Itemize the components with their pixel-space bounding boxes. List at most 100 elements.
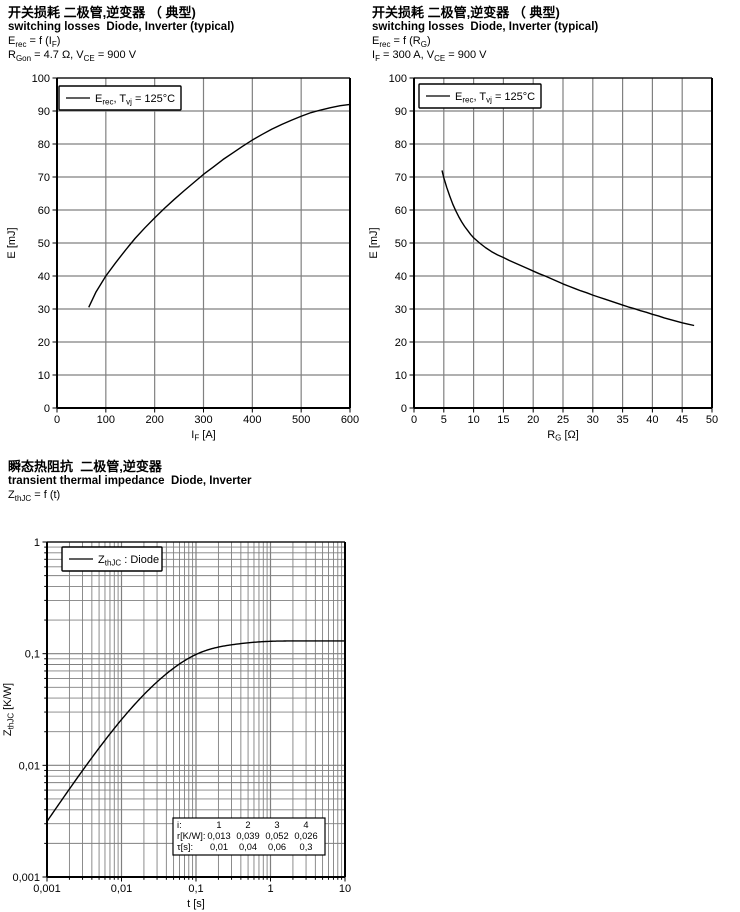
svg-text:0,001: 0,001 [12, 872, 40, 884]
svg-text:60: 60 [395, 205, 407, 217]
header-erec-vs-if: 开关损耗 二极管,逆变器 （ 典型) switching losses Diod… [8, 5, 366, 63]
svg-text:10: 10 [38, 370, 50, 382]
svg-text:0,001: 0,001 [33, 883, 61, 895]
svg-text:50: 50 [395, 238, 407, 250]
svg-text:600: 600 [341, 414, 359, 426]
x-axis-label: RG [Ω] [547, 429, 579, 443]
chart-title-cn: 开关损耗 二极管,逆变器 （ 典型) [8, 5, 196, 20]
legend: Erec, Tvj = 125°C [58, 85, 182, 111]
y-axis-label: E [mJ] [6, 227, 18, 258]
y-axis-label: E [mJ] [368, 227, 380, 258]
svg-text:15: 15 [497, 414, 509, 426]
tick-marks [52, 77, 351, 413]
table-cell: 0,06 [268, 842, 286, 852]
tick-marks [42, 541, 346, 882]
table-row-label: r[K/W]: [177, 831, 205, 841]
x-axis-label: IF [A] [191, 429, 215, 443]
svg-text:0: 0 [411, 414, 417, 426]
table-row-label: i: [177, 820, 182, 830]
chart-title-en: switching losses Diode, Inverter (typica… [8, 21, 235, 33]
chart-erec-vs-rg: 0 5 10 15 20 25 30 35 40 45 50 0 10 20 30 40 50 60 70 80 90 1… [368, 73, 718, 443]
svg-text:90: 90 [38, 106, 50, 118]
svg-text:80: 80 [395, 139, 407, 151]
svg-text:20: 20 [395, 337, 407, 349]
svg-text:300: 300 [194, 414, 212, 426]
legend: ZthJC : Diode [61, 546, 163, 572]
svg-text:500: 500 [292, 414, 310, 426]
svg-text:0,01: 0,01 [111, 883, 132, 895]
svg-text:0: 0 [44, 403, 50, 415]
svg-text:50: 50 [706, 414, 718, 426]
chart-title-cn: 开关损耗 二极管,逆变器 （ 典型) [372, 5, 560, 20]
svg-text:50: 50 [38, 238, 50, 250]
svg-text:20: 20 [38, 337, 50, 349]
chart-title-en: transient thermal impedance Diode, Inver… [8, 475, 252, 487]
table-cell: 0,013 [207, 831, 230, 841]
chart-erec-vs-if: 0 100 200 300 400 500 600 0 10 20 30 40 50 60 70 80 90 10… [6, 73, 359, 443]
svg-text:0: 0 [54, 414, 60, 426]
svg-text:5: 5 [441, 414, 447, 426]
svg-text:20: 20 [527, 414, 539, 426]
legend-label: Erec, Tvj = 125°C [95, 93, 175, 107]
table-cell: 1 [216, 820, 221, 830]
rc-parameter-table: i: 1 2 3 4 r[K/W]: 0,013 0,039 0,052 0,026 τ[s]: 0,… [172, 817, 326, 856]
chart-conditions: IF = 300 A, VCE = 900 V [372, 49, 487, 64]
chart-title-cn: 瞬态热阻抗 二极管,逆变器 [8, 459, 162, 474]
svg-text:200: 200 [145, 414, 163, 426]
legend-label: Erec, Tvj = 125°C [455, 91, 535, 105]
svg-text:25: 25 [557, 414, 569, 426]
table-cell: 0,039 [236, 831, 259, 841]
svg-text:30: 30 [587, 414, 599, 426]
svg-text:0,01: 0,01 [19, 760, 40, 772]
svg-text:100: 100 [32, 73, 50, 85]
svg-text:90: 90 [395, 106, 407, 118]
svg-text:40: 40 [38, 271, 50, 283]
svg-text:10: 10 [339, 883, 351, 895]
legend: Erec, Tvj = 125°C [418, 83, 542, 109]
table-cell: 0,052 [265, 831, 288, 841]
svg-text:0,1: 0,1 [188, 883, 203, 895]
table-cell: 3 [274, 820, 279, 830]
svg-text:40: 40 [395, 271, 407, 283]
header-erec-vs-rg: 开关损耗 二极管,逆变器 （ 典型) switching losses Diod… [372, 5, 730, 64]
svg-text:0,1: 0,1 [25, 649, 40, 661]
x-tick-labels: 0 5 10 15 20 25 30 35 40 45 50 [411, 414, 718, 426]
svg-text:1: 1 [267, 883, 273, 895]
svg-text:1: 1 [34, 537, 40, 549]
chart-zthjc: 0,001 0,01 0,1 1 10 0,001 0,01 0,1 1 t [s] ZthJC [… [2, 537, 351, 910]
table-cell: 4 [303, 820, 308, 830]
svg-text:100: 100 [97, 414, 115, 426]
chart-formula: Erec = f (IF) [8, 35, 61, 50]
y-tick-labels: 0 10 20 30 40 50 60 70 80 90 100 [32, 73, 50, 415]
data-curve [46, 640, 345, 822]
svg-text:40: 40 [646, 414, 658, 426]
svg-text:10: 10 [395, 370, 407, 382]
y-axis-label: ZthJC [K/W] [2, 683, 16, 736]
svg-text:80: 80 [38, 139, 50, 151]
svg-text:400: 400 [243, 414, 261, 426]
svg-text:35: 35 [616, 414, 628, 426]
svg-text:100: 100 [389, 73, 407, 85]
table-row-label: τ[s]: [177, 842, 193, 852]
x-tick-labels: 0,001 0,01 0,1 1 10 [33, 883, 351, 895]
x-tick-labels: 0 100 200 300 400 500 600 [54, 414, 359, 426]
grid [56, 77, 351, 409]
header-zthjc: 瞬态热阻抗 二极管,逆变器 transient thermal impedanc… [8, 459, 366, 503]
chart-formula: Erec = f (RG) [372, 35, 431, 50]
data-curve [441, 170, 695, 327]
svg-text:70: 70 [395, 172, 407, 184]
svg-text:30: 30 [395, 304, 407, 316]
svg-text:60: 60 [38, 205, 50, 217]
table-cell: 0,026 [294, 831, 317, 841]
svg-text:10: 10 [467, 414, 479, 426]
table-cell: 0,01 [210, 842, 228, 852]
y-tick-labels: 0 10 20 30 40 50 60 70 80 90 100 [389, 73, 407, 415]
tick-marks [409, 77, 713, 413]
data-curve [88, 103, 351, 308]
x-axis-label: t [s] [187, 898, 205, 910]
svg-text:45: 45 [676, 414, 688, 426]
chart-title-en: switching losses Diode, Inverter (typica… [372, 21, 599, 33]
svg-text:70: 70 [38, 172, 50, 184]
svg-text:30: 30 [38, 304, 50, 316]
